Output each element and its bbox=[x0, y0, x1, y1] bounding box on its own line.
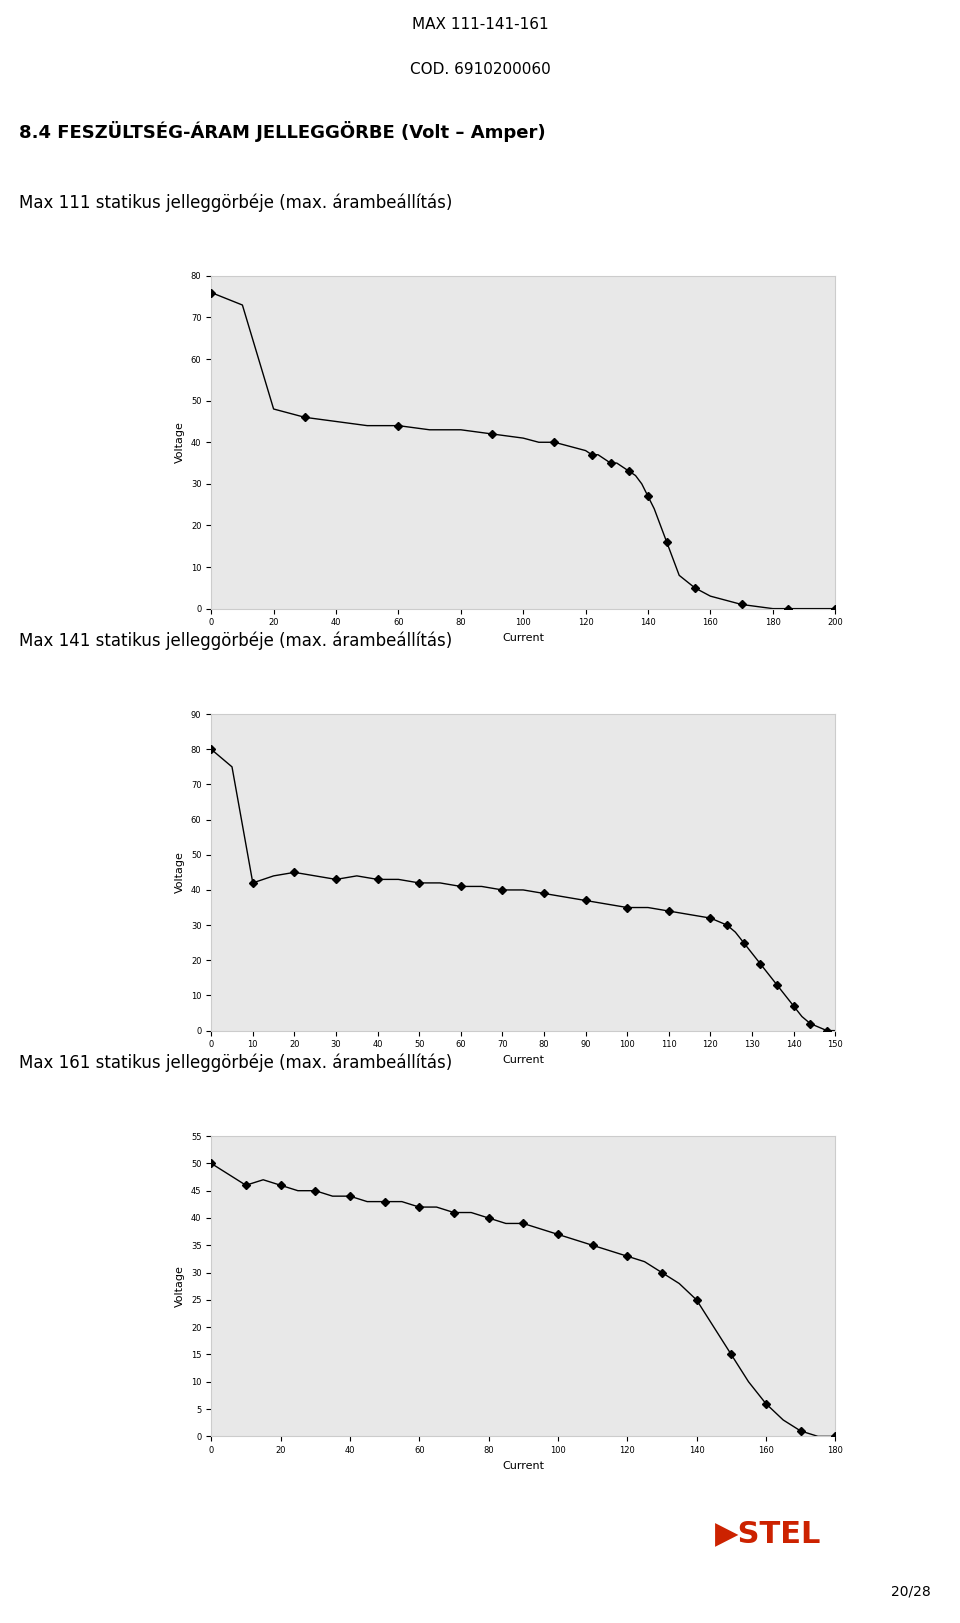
X-axis label: Current: Current bbox=[502, 1461, 544, 1470]
Text: Max 161 statikus jelleggörbéje (max. árambeállítás): Max 161 statikus jelleggörbéje (max. ára… bbox=[19, 1053, 452, 1071]
Text: COD. 6910200060: COD. 6910200060 bbox=[410, 62, 550, 78]
X-axis label: Current: Current bbox=[502, 633, 544, 643]
X-axis label: Current: Current bbox=[502, 1055, 544, 1065]
Y-axis label: Voltage: Voltage bbox=[176, 1266, 185, 1307]
Text: MAX 111-141-161: MAX 111-141-161 bbox=[412, 16, 548, 32]
Y-axis label: Voltage: Voltage bbox=[176, 422, 185, 463]
Text: 20/28: 20/28 bbox=[892, 1584, 931, 1599]
Text: Max 141 statikus jelleggörbéje (max. árambeállítás): Max 141 statikus jelleggörbéje (max. ára… bbox=[19, 631, 452, 649]
Text: 8.4 FESZÜLTSÉG-ÁRAM JELLEGGÖRBE (Volt – Amper): 8.4 FESZÜLTSÉG-ÁRAM JELLEGGÖRBE (Volt – … bbox=[19, 120, 546, 141]
Y-axis label: Voltage: Voltage bbox=[176, 852, 185, 893]
Text: Max 111 statikus jelleggörbéje (max. árambeállítás): Max 111 statikus jelleggörbéje (max. ára… bbox=[19, 193, 452, 211]
Text: ▶STEL: ▶STEL bbox=[715, 1519, 821, 1548]
